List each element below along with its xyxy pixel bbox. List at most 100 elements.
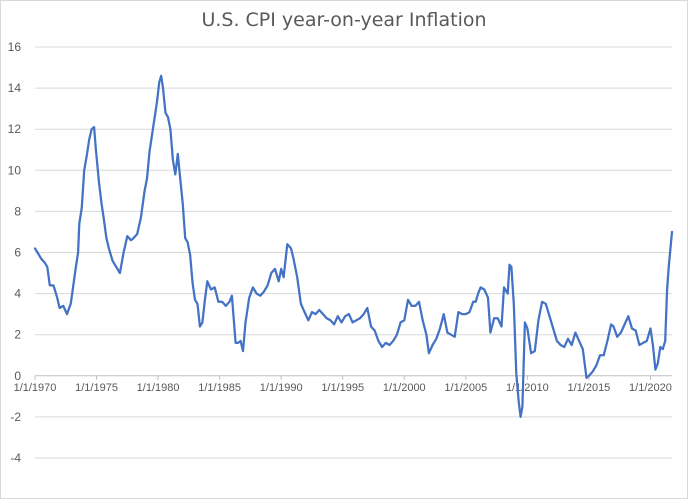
data-point: [77, 251, 79, 254]
data-point: [588, 375, 590, 377]
x-tick-label: 1/1/1985: [198, 382, 241, 394]
data-point: [162, 87, 164, 89]
data-point: [475, 301, 477, 303]
data-point: [81, 206, 83, 208]
data-point: [344, 315, 346, 317]
data-point: [483, 288, 485, 291]
data-point: [231, 295, 233, 297]
y-tick-label: 2: [14, 328, 21, 342]
data-point: [286, 243, 288, 245]
y-tick-label: 12: [8, 122, 22, 136]
data-point: [225, 305, 227, 307]
data-point: [646, 340, 648, 342]
y-tick-label: -2: [10, 410, 21, 424]
data-point: [237, 342, 239, 344]
data-point: [428, 352, 430, 354]
data-point: [606, 340, 609, 342]
data-point: [480, 286, 482, 288]
data-point: [100, 202, 103, 204]
data-point: [194, 299, 196, 301]
data-point: [537, 319, 540, 321]
data-point: [649, 327, 652, 330]
data-point: [123, 251, 125, 254]
x-axis-ticks: 1/1/1970 1/1/1975 1/1/1980 1/1/1985 1/1/1990…: [14, 375, 672, 394]
data-point: [156, 101, 158, 104]
data-point: [66, 313, 68, 315]
data-point: [521, 406, 524, 408]
y-tick-label: 16: [8, 40, 22, 54]
data-point: [326, 317, 328, 319]
data-point: [221, 301, 223, 303]
data-point: [274, 268, 276, 270]
data-point: [642, 342, 644, 344]
x-tick-label: 1/1/2005: [444, 382, 487, 394]
data-point: [627, 315, 629, 317]
data-point: [454, 336, 456, 338]
data-point: [59, 307, 61, 309]
data-point: [635, 330, 637, 332]
data-point: [201, 321, 203, 323]
data-point: [132, 237, 135, 239]
data-point: [472, 301, 474, 303]
data-point: [518, 401, 520, 404]
data-point: [172, 159, 174, 161]
data-point: [174, 173, 176, 175]
data-point: [541, 301, 543, 303]
data-point: [497, 317, 499, 319]
data-point: [657, 362, 659, 365]
data-point: [563, 346, 565, 348]
data-point: [119, 272, 121, 274]
series-group: [33, 74, 674, 419]
data-point: [370, 325, 372, 328]
data-point: [70, 303, 72, 305]
data-point: [610, 323, 612, 325]
data-point: [40, 258, 42, 260]
data-point: [158, 81, 160, 83]
data-point: [520, 416, 522, 418]
data-point: [348, 313, 350, 315]
data-point: [585, 377, 588, 379]
data-point: [654, 369, 657, 371]
data-point: [407, 299, 409, 301]
data-point: [508, 264, 511, 266]
data-point: [652, 344, 654, 346]
data-point: [489, 332, 491, 334]
data-point: [507, 293, 509, 295]
data-point: [363, 313, 365, 315]
x-tick-label: 1/1/1975: [75, 382, 118, 394]
data-point: [322, 313, 324, 315]
data-point: [578, 340, 580, 342]
data-point: [75, 268, 77, 270]
data-point: [638, 344, 641, 346]
data-point: [283, 276, 285, 278]
y-tick-label: 6: [14, 246, 21, 260]
data-point: [418, 301, 420, 303]
data-point: [524, 321, 526, 323]
x-tick-label: 1/1/1970: [14, 382, 57, 394]
data-point: [78, 223, 80, 225]
data-point: [44, 262, 46, 264]
data-point: [214, 286, 216, 288]
data-point: [592, 371, 594, 373]
data-point: [240, 340, 242, 342]
x-tick-label: 1/1/1980: [137, 382, 180, 394]
data-point: [385, 342, 387, 344]
data-point: [126, 235, 128, 237]
data-point: [62, 305, 64, 307]
x-tick-label: 1/1/2015: [567, 382, 610, 394]
data-point: [530, 352, 532, 354]
data-point: [548, 315, 551, 317]
chart-title: U.S. CPI year-on-year Inflation: [201, 9, 487, 31]
x-tick-label: 1/1/1990: [260, 382, 303, 394]
data-point: [582, 348, 584, 350]
data-point: [204, 299, 206, 301]
data-point: [662, 348, 664, 350]
data-point: [98, 182, 100, 184]
data-point: [425, 334, 427, 336]
x-tick-label: 1/1/1995: [321, 382, 364, 394]
data-point: [659, 346, 661, 348]
data-point: [381, 346, 383, 348]
data-point: [263, 290, 265, 293]
